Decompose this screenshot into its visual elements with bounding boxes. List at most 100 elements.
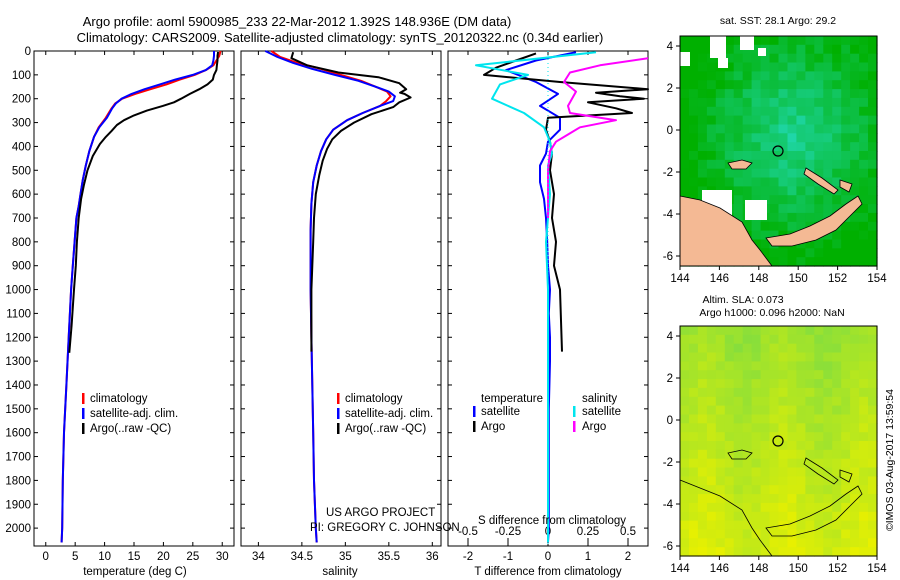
s-tick-label: -0.25 — [495, 526, 521, 538]
y-tick-label: 300 — [12, 118, 31, 130]
sst-map-title: sat. SST: 28.1 Argo: 29.2 — [720, 15, 836, 27]
legend-label: satellite — [582, 406, 621, 418]
y-tick-label: 1500 — [5, 404, 31, 416]
temperature-panel: 0100200300400500600700800900100011001200… — [5, 46, 235, 578]
map-y-tick-label: -6 — [663, 541, 673, 553]
y-tick-label: 1800 — [5, 475, 31, 487]
map-x-tick-label: 152 — [828, 563, 847, 575]
y-tick-label: 1100 — [6, 308, 31, 320]
sst-land — [679, 159, 863, 267]
y-tick-label: 700 — [12, 213, 31, 225]
x-tick-label: 10 — [98, 551, 111, 563]
legend-label: Argo — [582, 421, 606, 433]
s-tick-label: -0.5 — [458, 526, 478, 538]
map-y-tick-label: 2 — [667, 83, 673, 95]
legend-swatch-argo — [337, 423, 340, 434]
map-x-tick-label: 154 — [867, 563, 887, 575]
series-salinity-satellite — [475, 51, 597, 543]
map-x-tick-label: 150 — [789, 273, 808, 285]
legend-swatch-satellite — [337, 408, 340, 419]
x-tick-label: 35 — [339, 551, 352, 563]
s-tick-label: 0.25 — [577, 526, 599, 538]
map-x-tick-label: 150 — [789, 563, 808, 575]
y-tick-label: 200 — [12, 94, 31, 106]
x-tick-label: 20 — [157, 551, 170, 563]
salinity-xlabel: salinity — [322, 566, 357, 578]
t-diff-xlabel: T difference from climatology — [474, 566, 621, 578]
legend-label: satellite-adj. clim. — [345, 408, 433, 420]
legend-label: satellite-adj. clim. — [90, 408, 178, 420]
map-y-tick-label: 4 — [667, 331, 674, 343]
y-tick-label: 500 — [12, 165, 31, 177]
x-tick-label: 2 — [625, 551, 631, 563]
difference-legend: temperature salinity satellite Argo sate… — [473, 393, 621, 433]
legend-swatch-t-satellite — [473, 406, 476, 417]
legend-title-salinity: salinity — [582, 393, 617, 405]
y-tick-label: 1900 — [5, 499, 31, 511]
map-x-tick-label: 154 — [867, 273, 887, 285]
y-tick-label: 100 — [12, 70, 31, 82]
y-tick-label: 1200 — [5, 332, 31, 344]
legend-label: Argo(..raw -QC) — [90, 423, 171, 435]
x-tick-label: 5 — [72, 551, 78, 563]
series-satellite-adj-clim — [264, 50, 396, 543]
sla-map-title1: Altim. SLA: 0.073 — [702, 294, 783, 306]
map-y-tick-label: 0 — [667, 415, 673, 427]
legend-label: climatology — [90, 393, 148, 405]
map-x-tick-label: 148 — [749, 273, 768, 285]
y-tick-label: 900 — [12, 261, 31, 273]
salinity-legend: climatology satellite-adj. clim. Argo(..… — [337, 393, 433, 435]
x-tick-label: 30 — [216, 551, 229, 563]
legend-swatch-argo — [82, 423, 85, 434]
project-credit: US ARGO PROJECT — [326, 507, 435, 519]
temperature-legend: climatology satellite-adj. clim. Argo(..… — [82, 393, 178, 435]
x-tick-label: -2 — [463, 551, 473, 563]
y-tick-label: 1300 — [5, 356, 31, 368]
y-tick-label: 0 — [25, 46, 31, 58]
sla-map-title2: Argo h1000: 0.096 h2000: NaN — [699, 307, 844, 319]
argo-float-marker — [772, 145, 784, 157]
legend-label: Argo(..raw -QC) — [345, 423, 426, 435]
y-tick-label: 600 — [12, 189, 31, 201]
x-tick-label: 35.5 — [378, 551, 400, 563]
legend-swatch-t-argo — [473, 421, 476, 432]
map-x-tick-label: 148 — [749, 563, 768, 575]
y-tick-label: 400 — [12, 141, 31, 153]
map-x-tick-label: 146 — [710, 273, 729, 285]
y-tick-label: 800 — [12, 237, 31, 249]
argo-float-marker — [772, 435, 784, 447]
s-diff-xlabel: S difference from climatology — [478, 515, 626, 527]
y-tick-label: 1000 — [5, 285, 31, 297]
legend-title-temperature: temperature — [481, 393, 543, 405]
map-x-tick-label: 144 — [670, 563, 690, 575]
x-tick-label: 0 — [43, 551, 49, 563]
series-argo-raw-qc — [290, 51, 412, 352]
series-climatology — [270, 50, 392, 543]
sla-map: Altim. SLA: 0.073 Argo h1000: 0.096 h200… — [663, 294, 887, 575]
series-argo-raw-qc — [68, 51, 220, 353]
map-y-tick-label: -2 — [663, 167, 673, 179]
salinity-panel: 34 34.5 35 35.5 36 salinity climatology sate… — [240, 50, 460, 578]
legend-label: satellite — [481, 406, 520, 418]
x-tick-label: 15 — [128, 551, 141, 563]
s-tick-label: 0.5 — [620, 526, 636, 538]
imos-timestamp: ©IMOS 03-Aug-2017 13:59:54 — [884, 389, 896, 531]
sla-coastline — [679, 449, 863, 557]
map-x-tick-label: 152 — [828, 273, 847, 285]
y-tick-label: 1400 — [5, 380, 31, 392]
legend-swatch-satellite — [82, 408, 85, 419]
x-tick-label: -1 — [503, 551, 513, 563]
map-x-tick-label: 146 — [710, 563, 729, 575]
figure-title-line2: Climatology: CARS2009. Satellite-adjuste… — [77, 30, 604, 45]
x-tick-label: 34.5 — [291, 551, 313, 563]
legend-swatch-climatology — [82, 393, 85, 404]
series-salinity-argo — [547, 57, 649, 218]
map-y-tick-label: -4 — [663, 499, 674, 511]
legend-label: climatology — [345, 393, 403, 405]
x-tick-label: 34 — [252, 551, 265, 563]
legend-swatch-s-satellite — [573, 406, 576, 417]
legend-label: Argo — [481, 421, 505, 433]
x-tick-label: 1 — [585, 551, 591, 563]
